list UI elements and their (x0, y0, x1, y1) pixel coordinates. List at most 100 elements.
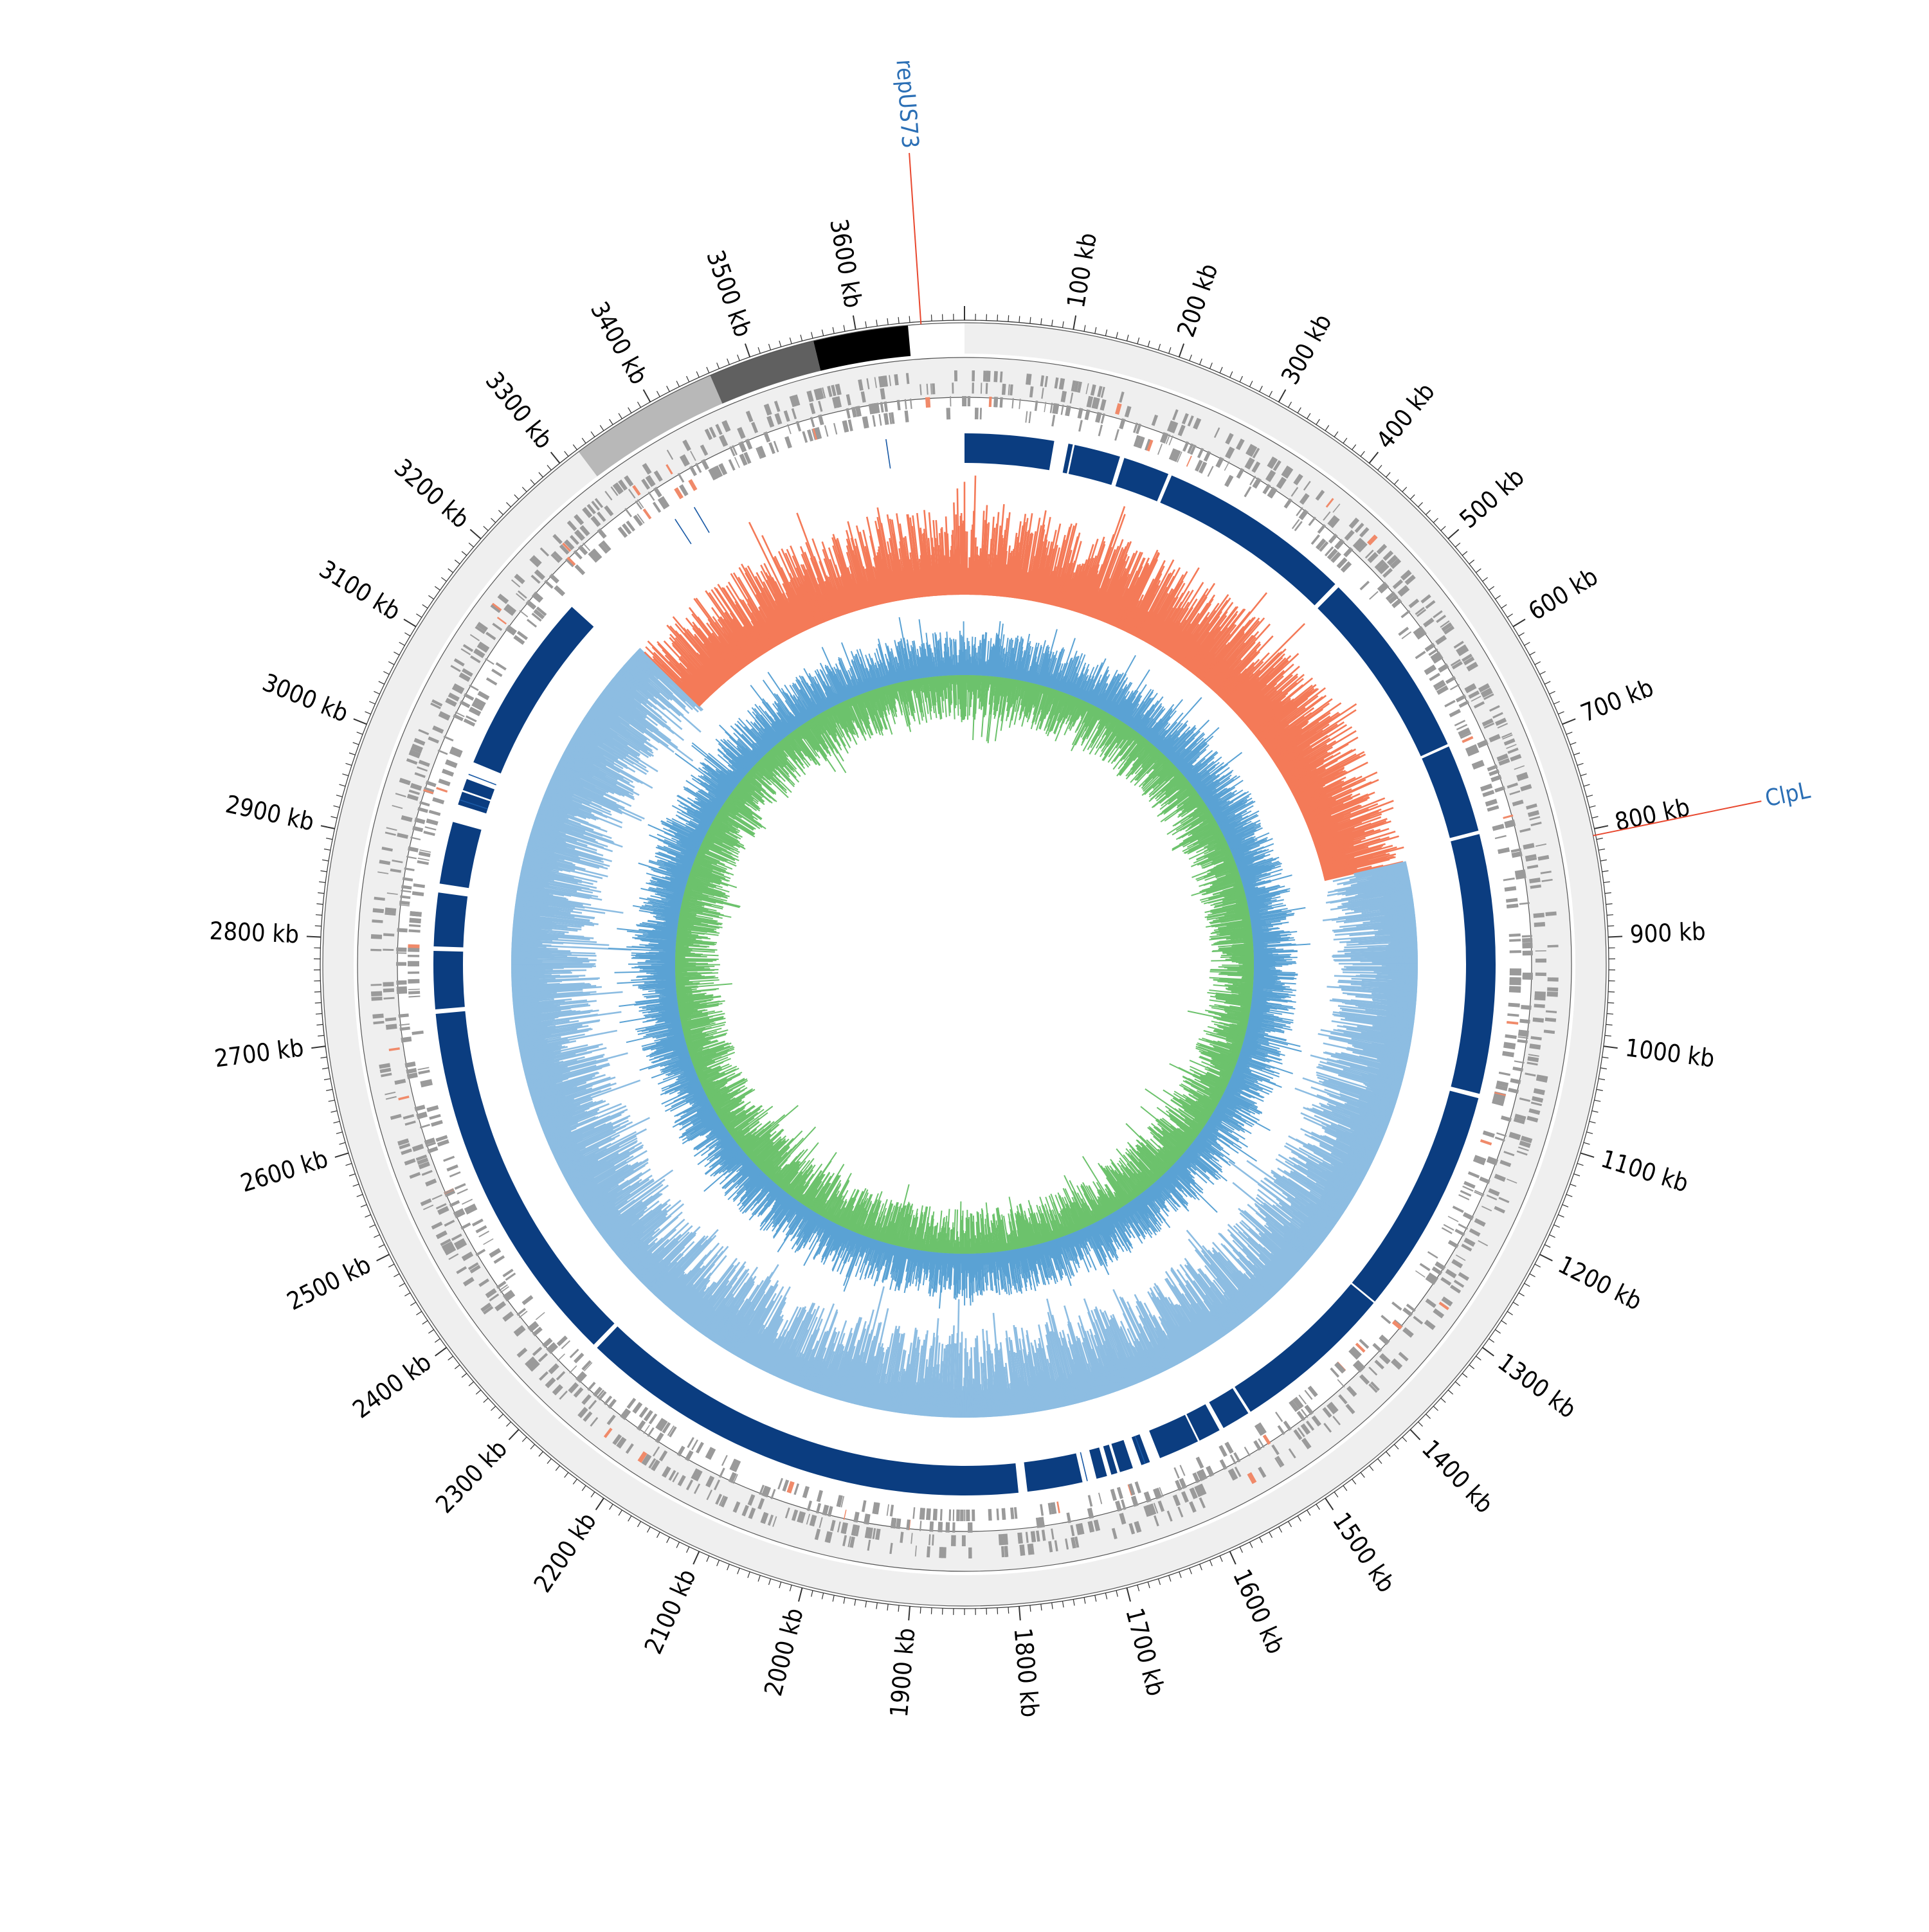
gene-mark (408, 991, 420, 995)
gene-mark (678, 473, 685, 482)
gene-mark (417, 1067, 429, 1070)
gene-mark (818, 414, 824, 425)
gene-mark (412, 891, 424, 896)
gene-mark (1448, 1240, 1459, 1249)
gene-mark (477, 691, 489, 701)
gene-mark (637, 1420, 646, 1431)
gene-mark (1218, 1445, 1227, 1458)
gene-mark (436, 787, 448, 793)
gene-mark (1510, 971, 1521, 975)
gene-mark (1510, 968, 1521, 972)
gene-mark (425, 826, 437, 831)
gene-mark (371, 934, 382, 939)
gene-mark (1318, 524, 1327, 534)
gene-mark (1065, 405, 1071, 416)
gene-mark (1381, 1315, 1391, 1324)
gene-mark (491, 669, 502, 677)
gene-mark (890, 1504, 894, 1516)
gene-mark (1548, 945, 1559, 948)
gene-mark (972, 383, 974, 393)
gene-mark (1456, 694, 1467, 702)
gene-mark (1208, 466, 1214, 477)
gene-mark (408, 971, 419, 974)
gene-mark (544, 580, 554, 589)
gene-mark (1483, 1130, 1495, 1138)
alignment-block (1451, 834, 1496, 1094)
gene-mark (1284, 498, 1292, 509)
gene-mark (972, 1510, 975, 1521)
gene-mark (462, 1199, 473, 1205)
gene-mark (1372, 1343, 1382, 1353)
gene-mark (929, 1521, 934, 1531)
gene-mark (429, 1114, 440, 1120)
gene-mark (1492, 824, 1505, 831)
gene-mark (945, 1522, 950, 1533)
gene-mark (1415, 1270, 1426, 1277)
gene-mark (1534, 922, 1545, 927)
gc-content-bar (511, 959, 597, 961)
gene-mark (1110, 1489, 1117, 1501)
gene-mark (574, 550, 583, 560)
gc-skew-track (608, 617, 1310, 1308)
gene-mark (1002, 1508, 1006, 1520)
gene-mark (980, 408, 982, 419)
gene-mark (953, 1510, 954, 1521)
gene-mark (396, 962, 406, 966)
gene-mark (1098, 424, 1103, 436)
gene-mark (1522, 944, 1532, 948)
gene-mark (1503, 878, 1515, 881)
gene-mark (449, 1200, 460, 1207)
gene-mark (989, 397, 992, 407)
gene-mark (1454, 1229, 1465, 1236)
gene-mark (1468, 1171, 1480, 1178)
gene-mark (988, 1509, 992, 1521)
gene-mark (787, 424, 792, 435)
gene-mark (432, 797, 444, 804)
gene-mark (846, 408, 850, 419)
gene-mark (403, 877, 413, 881)
gene-mark (627, 1398, 637, 1409)
gene-mark (883, 401, 888, 411)
gene-mark (426, 781, 437, 787)
gene-mark (1420, 1263, 1431, 1271)
gene-mark (1505, 1034, 1517, 1039)
gene-mark (802, 1486, 810, 1498)
gene-mark (1450, 684, 1460, 690)
gene-mark (414, 1105, 425, 1111)
gene-mark (1088, 1495, 1093, 1506)
gene-mark (1508, 1088, 1519, 1094)
gene-mark (431, 1120, 443, 1127)
gene-mark (1507, 1013, 1519, 1016)
gene-mark (1224, 1441, 1233, 1454)
gene-mark (412, 826, 423, 833)
gene-mark (418, 1070, 430, 1075)
gene-mark (1220, 1459, 1227, 1470)
gene-mark (1098, 1493, 1102, 1504)
gene-mark (1427, 1251, 1438, 1259)
gene-mark (410, 911, 422, 917)
gene-mark (983, 370, 986, 381)
gene-mark (952, 383, 954, 393)
gene-mark (1459, 700, 1470, 708)
gene-mark (1311, 535, 1320, 545)
gene-mark (408, 989, 420, 990)
gene-mark (817, 1490, 823, 1503)
gene-mark (632, 1402, 642, 1414)
gene-mark (954, 370, 957, 381)
gene-mark (810, 417, 815, 427)
alignment-block (964, 433, 1055, 470)
gene-mark (833, 423, 837, 435)
gene-mark (1438, 664, 1449, 673)
gene-mark (475, 1249, 485, 1256)
gene-mark (1507, 1021, 1518, 1025)
gene-mark (457, 1188, 468, 1194)
gene-mark (483, 1238, 493, 1245)
gene-mark (1144, 1492, 1152, 1503)
gene-mark (423, 831, 435, 836)
gene-mark (1056, 1501, 1060, 1513)
gene-mark (1278, 1425, 1285, 1435)
gene-mark (643, 509, 652, 519)
gene-mark (371, 997, 382, 1001)
gene-mark (1078, 420, 1083, 431)
